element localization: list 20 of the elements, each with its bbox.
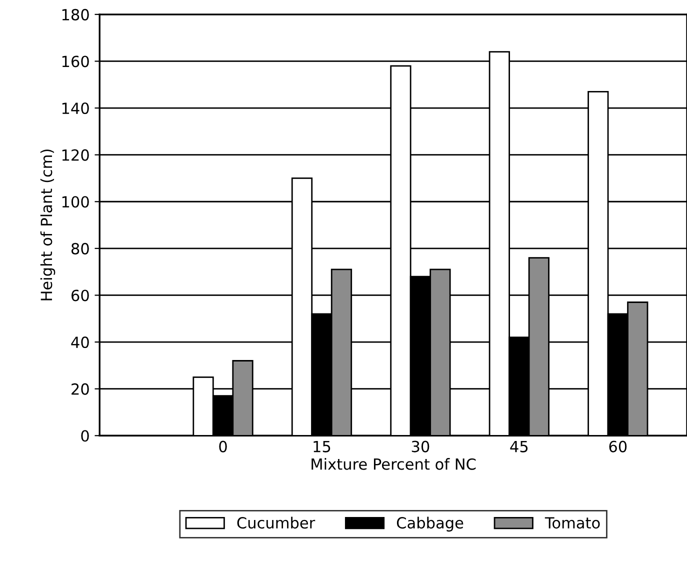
x-tick-label: 0 [219, 440, 227, 452]
x-tick-label: 60 [609, 440, 627, 452]
y-tick-label: 80 [71, 242, 89, 254]
y-tick-label: 0 [81, 430, 89, 442]
y-tick-label: 40 [71, 336, 89, 348]
y-tick-label: 20 [72, 383, 89, 395]
y-tick-label: 180 [62, 8, 89, 20]
y-axis-title: Height of Plant (cm) [40, 150, 56, 300]
y-tick-label: 160 [62, 56, 89, 68]
y-tick-label: 60 [72, 290, 89, 302]
legend-label: Cabbage [396, 516, 464, 532]
x-tick-label: 45 [510, 440, 528, 452]
x-axis-title: Mixture Percent of NC [312, 458, 476, 470]
x-tick-label: 15 [314, 440, 330, 452]
legend-label: Cucumber [237, 516, 316, 529]
y-tick-label: 100 [62, 196, 89, 208]
y-tick-label: 140 [62, 102, 89, 114]
y-tick-label: 120 [62, 149, 89, 161]
legend-label: Tomato [544, 517, 600, 529]
x-tick-label: 30 [412, 440, 430, 452]
